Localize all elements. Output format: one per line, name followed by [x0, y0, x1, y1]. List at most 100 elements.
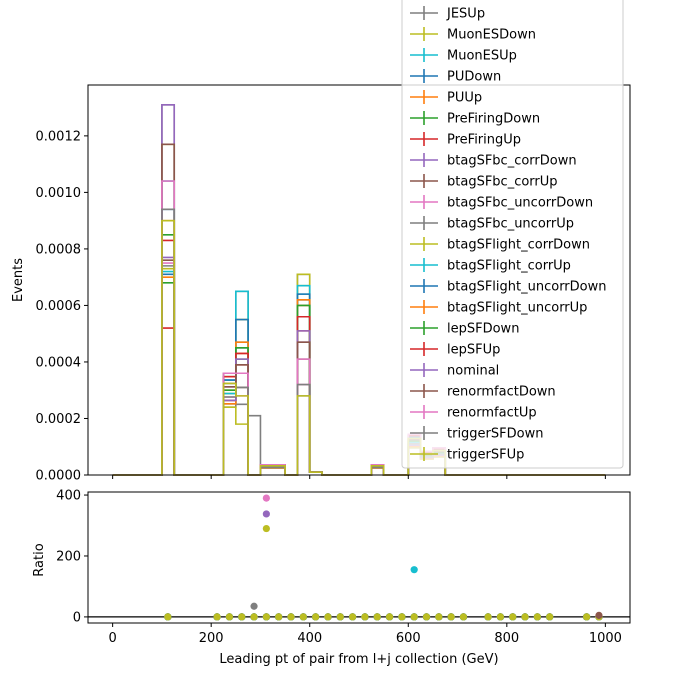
x-tick-label: 600	[396, 631, 421, 646]
ratio-plot-area	[88, 494, 630, 621]
ratio-outlier-point	[410, 566, 418, 574]
legend-entry: btagSFlight_corrDown	[410, 237, 590, 253]
ratio-panel: 0 200 400 0 200 400 600 800 1000 Ratio Leading …	[32, 489, 631, 667]
legend: JESUp MuonESDown MuonESUp PUDown PUUp PreFiri…	[401, 0, 624, 469]
legend-label: lepSFUp	[447, 343, 500, 358]
ratio-point	[410, 613, 418, 621]
ratio-y-tick-label: 0	[73, 610, 81, 625]
ratio-point	[509, 613, 517, 621]
main-y-tick-label: 0.0004	[36, 355, 82, 370]
legend-label: btagSFbc_corrUp	[447, 175, 558, 190]
legend-entry: PUDown	[410, 69, 501, 85]
main-y-tick-label: 0.0006	[36, 299, 82, 314]
ratio-point	[213, 613, 221, 621]
legend-label: btagSFlight_corrDown	[447, 238, 590, 253]
ratio-point	[312, 613, 320, 621]
legend-label: PreFiringUp	[447, 133, 521, 148]
ratio-axes-frame	[87, 491, 631, 624]
legend-entry: PreFiringDown	[410, 111, 540, 127]
ratio-point	[422, 613, 431, 621]
legend-label: triggerSFDown	[447, 427, 543, 442]
ratio-point	[583, 613, 591, 621]
ratio-point	[459, 613, 468, 621]
legend-label: PreFiringDown	[447, 112, 540, 127]
legend-entry: triggerSFUp	[410, 447, 524, 463]
legend-label: btagSFlight_uncorrDown	[447, 280, 607, 295]
x-tick-label: 200	[199, 631, 224, 646]
ratio-point	[533, 613, 541, 621]
ratio-outlier-point	[595, 611, 603, 619]
legend-label: triggerSFUp	[447, 448, 524, 463]
x-tick-label: 1000	[589, 631, 622, 646]
ratio-point	[164, 613, 172, 621]
legend-label: PUUp	[447, 91, 482, 106]
x-tick-label: 800	[494, 631, 519, 646]
legend-entry: PUUp	[410, 90, 482, 106]
legend-entry: btagSFbc_corrDown	[410, 153, 577, 169]
legend-entry: lepSFUp	[410, 342, 500, 358]
legend-label: lepSFDown	[447, 322, 519, 337]
ratio-outlier-point	[250, 602, 258, 610]
legend-label: btagSFbc_uncorrUp	[447, 217, 574, 232]
ratio-point	[324, 613, 332, 621]
ratio-point	[250, 613, 258, 621]
ratio-outlier-point	[262, 494, 270, 502]
legend-label: btagSFbc_corrDown	[447, 154, 577, 169]
legend-entry: btagSFlight_uncorrUp	[410, 300, 587, 316]
main-y-tick-label: 0.0010	[36, 186, 82, 201]
legend-label: btagSFlight_uncorrUp	[447, 301, 587, 316]
ratio-point	[521, 613, 529, 621]
legend-entry: nominal	[410, 363, 499, 379]
ratio-point	[299, 613, 307, 621]
legend-entry: btagSFbc_uncorrUp	[410, 216, 574, 232]
legend-label: btagSFlight_corrUp	[447, 259, 571, 274]
legend-entry: MuonESDown	[410, 27, 536, 43]
ratio-point	[262, 613, 270, 621]
ratio-point	[275, 613, 283, 621]
legend-box	[401, 0, 624, 469]
x-tick-label: 0	[108, 631, 116, 646]
main-y-tick-label: 0.0012	[36, 129, 82, 144]
ratio-point	[496, 613, 505, 621]
legend-entry: PreFiringUp	[410, 132, 521, 148]
ratio-point	[225, 613, 234, 621]
ratio-point	[373, 613, 381, 621]
main-x-ticks	[112, 475, 606, 479]
ratio-point	[361, 613, 369, 621]
ratio-point	[238, 613, 246, 621]
ratio-y-tick-label: 200	[56, 549, 81, 564]
ratio-point	[385, 613, 394, 621]
ratio-point	[398, 613, 406, 621]
ratio-point	[336, 613, 344, 621]
main-y-tick-label: 0.0008	[36, 242, 82, 257]
ratio-point	[435, 613, 443, 621]
legend-entry: JESUp	[410, 6, 485, 22]
main-y-tick-label: 0.0002	[36, 412, 82, 427]
ratio-point	[484, 613, 492, 621]
ratio-point	[287, 613, 295, 621]
legend-entry: triggerSFDown	[410, 426, 543, 442]
ratio-y-tick-label: 400	[56, 489, 81, 504]
main-panel: 0.0000 0.0002 0.0004 0.0006 0.0008 0.0010 0.00…	[11, 84, 631, 484]
ratio-y-ticks: 0 200 400	[56, 489, 88, 625]
x-axis-label: Leading pt of pair from l+j collection (…	[219, 652, 498, 667]
main-y-axis-label: Events	[11, 258, 26, 302]
legend-label: renormfactUp	[447, 406, 537, 421]
legend-entry: lepSFDown	[410, 321, 519, 337]
main-y-tick-label: 0.0000	[36, 469, 82, 484]
ratio-y-axis-label: Ratio	[32, 543, 47, 576]
x-tick-label: 400	[297, 631, 322, 646]
legend-label: MuonESUp	[447, 49, 517, 64]
legend-entry: btagSFlight_uncorrDown	[410, 279, 607, 295]
ratio-point	[348, 613, 357, 621]
legend-label: nominal	[447, 364, 499, 379]
ratio-outlier-point	[262, 524, 270, 533]
legend-entry: btagSFbc_corrUp	[410, 174, 558, 190]
legend-entry: btagSFbc_uncorrDown	[410, 195, 593, 211]
ratio-x-ticks: 0 200 400 600 800 1000	[108, 623, 622, 646]
ratio-outlier-point	[262, 510, 270, 518]
legend-entry: btagSFlight_corrUp	[410, 258, 571, 274]
ratio-point	[546, 613, 554, 621]
ratio-point	[447, 613, 455, 621]
